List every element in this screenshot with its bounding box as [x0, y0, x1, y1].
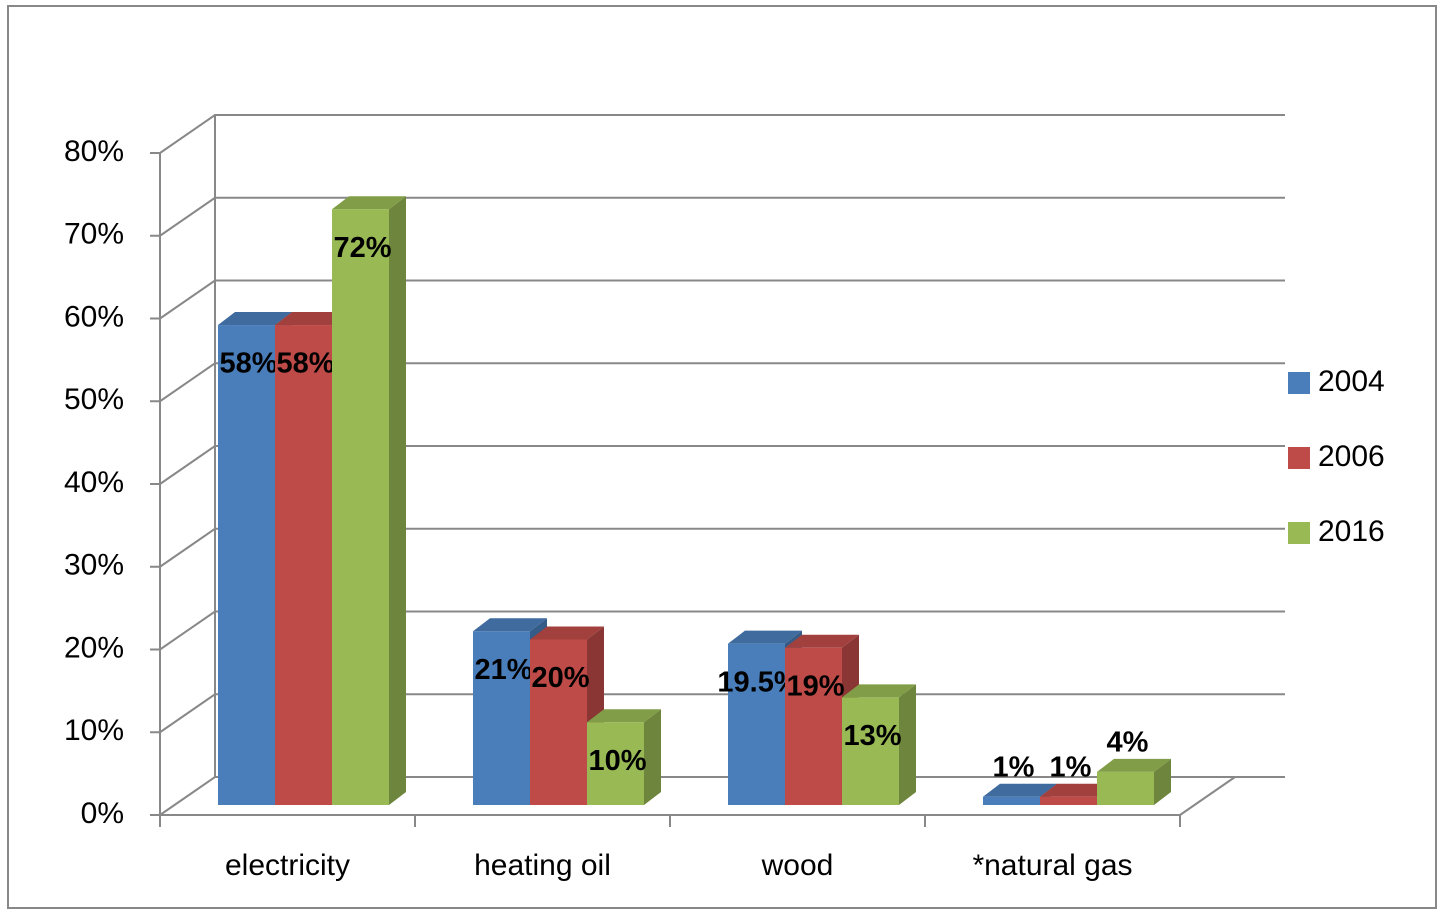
bar-side	[389, 196, 406, 805]
value-label: 19%	[786, 670, 844, 702]
bar-top	[1040, 783, 1114, 797]
grid-line	[159, 445, 1285, 485]
x-tick-label: heating oil	[474, 849, 611, 882]
bar-top	[983, 783, 1057, 797]
bar-top	[1097, 758, 1171, 772]
bar	[1040, 796, 1097, 805]
grid-line	[159, 279, 1285, 320]
bar	[785, 647, 842, 805]
bar	[473, 631, 530, 805]
bar	[530, 639, 587, 805]
bar-top	[587, 709, 661, 723]
value-label: 1%	[1050, 751, 1092, 783]
bar-top	[332, 196, 406, 210]
grid-line	[159, 527, 1285, 568]
y-tick-label: 60%	[64, 300, 124, 333]
value-label: 58%	[276, 348, 334, 380]
value-label: 58%	[219, 348, 277, 380]
bar-top	[275, 312, 349, 326]
bar	[332, 209, 389, 805]
y-tick-label: 30%	[64, 549, 124, 582]
bar	[842, 697, 899, 805]
value-label: 13%	[843, 720, 901, 752]
legend-swatch	[1288, 522, 1310, 544]
y-tick-label: 80%	[64, 135, 124, 168]
y-tick-label: 50%	[64, 383, 124, 416]
grid-line	[159, 693, 1285, 734]
bar-top	[473, 618, 547, 632]
x-tick-label: wood	[761, 849, 834, 882]
bar	[218, 325, 275, 805]
bar	[728, 643, 785, 805]
bar-side	[644, 709, 661, 805]
x-tick-label: *natural gas	[972, 849, 1132, 882]
y-tick-label: 10%	[64, 714, 124, 747]
value-label: 72%	[333, 232, 391, 264]
value-label: 1%	[993, 751, 1035, 783]
bar	[587, 722, 644, 805]
grid-line	[159, 776, 1285, 816]
bar-side	[1154, 758, 1171, 805]
grid-line	[159, 196, 1285, 237]
bar-top	[530, 626, 604, 640]
floor-right-edge	[1179, 776, 1236, 816]
legend-label: 2006	[1318, 440, 1385, 473]
y-tick-label: 40%	[64, 466, 124, 499]
bar	[1097, 771, 1154, 805]
legend-swatch	[1288, 372, 1310, 394]
bar	[983, 796, 1040, 805]
legend-label: 2016	[1318, 515, 1385, 548]
y-tick-label: 0%	[81, 797, 124, 830]
grid-line	[159, 362, 1285, 403]
bar-top	[728, 630, 802, 644]
value-label: 21%	[474, 654, 532, 686]
legend-label: 2004	[1318, 365, 1385, 398]
x-tick-label: electricity	[225, 849, 350, 882]
bar-top	[218, 312, 292, 326]
bar-top	[785, 634, 859, 648]
bar	[275, 325, 332, 805]
bar-top	[842, 684, 916, 698]
legend-swatch	[1288, 447, 1310, 469]
value-label: 10%	[588, 745, 646, 777]
y-tick-label: 20%	[64, 631, 124, 664]
value-label: 20%	[531, 662, 589, 694]
bar-side	[899, 684, 916, 805]
grid-line	[159, 610, 1285, 651]
y-tick-label: 70%	[64, 218, 124, 251]
grid-line	[159, 114, 1285, 154]
value-label: 4%	[1107, 727, 1149, 759]
